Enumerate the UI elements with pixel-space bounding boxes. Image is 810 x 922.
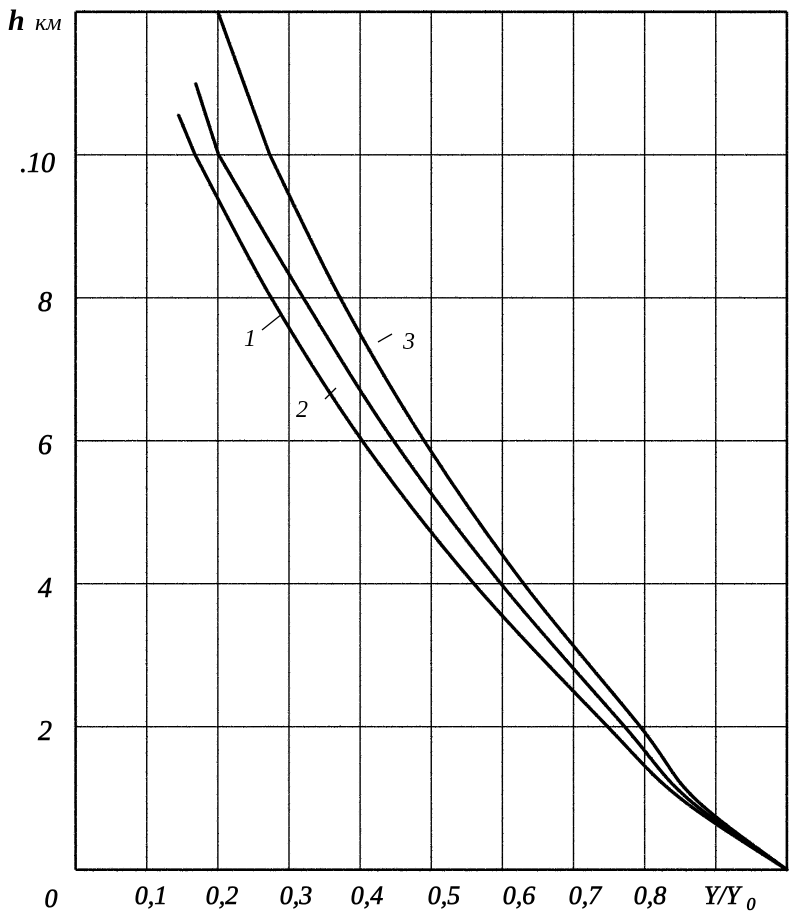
svg-text:h: h <box>8 4 25 37</box>
svg-text:2: 2 <box>296 397 308 423</box>
svg-text:0: 0 <box>747 894 756 914</box>
svg-text:0,8: 0,8 <box>634 881 667 910</box>
svg-text:3: 3 <box>402 329 415 355</box>
svg-text:км: км <box>35 10 62 36</box>
svg-text:8: 8 <box>38 287 52 318</box>
svg-text:0,4: 0,4 <box>351 881 384 910</box>
svg-text:.10: .10 <box>20 148 55 179</box>
svg-text:0,2: 0,2 <box>206 881 239 910</box>
svg-text:0,6: 0,6 <box>503 881 536 910</box>
svg-text:6: 6 <box>38 430 52 461</box>
svg-text:Y/Y: Y/Y <box>704 881 743 910</box>
svg-text:0,7: 0,7 <box>569 881 603 910</box>
svg-text:0,5: 0,5 <box>428 881 461 910</box>
svg-text:0,3: 0,3 <box>280 881 313 910</box>
svg-text:1: 1 <box>244 326 256 352</box>
svg-text:0,1: 0,1 <box>135 881 168 910</box>
svg-text:2: 2 <box>38 716 52 747</box>
svg-text:4: 4 <box>38 573 52 604</box>
svg-text:0: 0 <box>45 884 58 913</box>
